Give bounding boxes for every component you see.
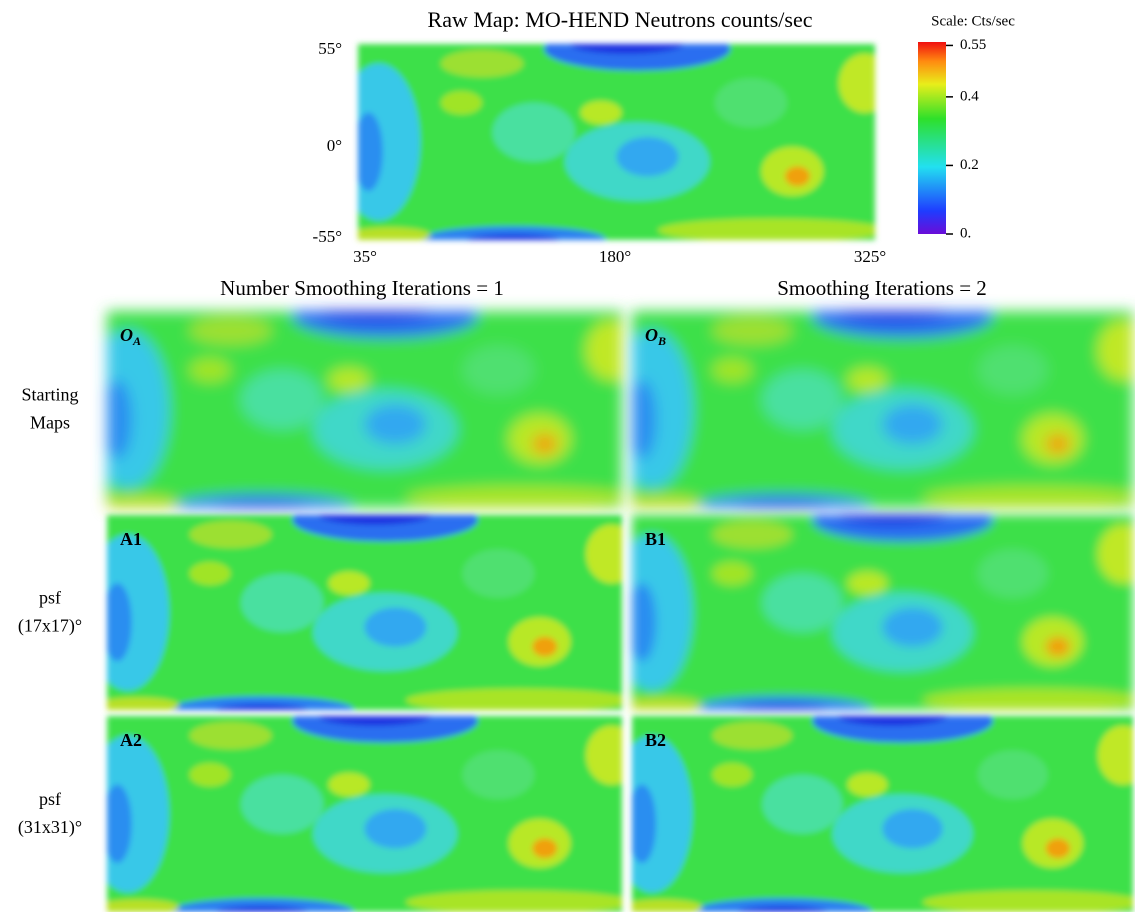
figure: Raw Map: MO-HEND Neutrons counts/sec 55°…	[0, 0, 1135, 912]
colorbar-tick-label: 0.4	[960, 88, 979, 104]
lon-label: 325°	[854, 247, 886, 266]
panel-label-main: A2	[120, 730, 142, 750]
panel-label: A1	[120, 529, 142, 549]
column-header: Number Smoothing Iterations = 1	[220, 276, 504, 300]
row-label: Maps	[30, 413, 70, 433]
row-label: (17x17)°	[18, 616, 82, 637]
lat-label: 0°	[327, 136, 342, 155]
panel-label-main: B2	[645, 730, 666, 750]
lon-label: 180°	[599, 247, 631, 266]
row-label: psf	[39, 789, 61, 809]
lat-label: -55°	[313, 227, 342, 246]
raw-map-title: Raw Map: MO-HEND Neutrons counts/sec	[428, 7, 813, 32]
colorbar	[918, 42, 946, 234]
panel-label-sub: A	[132, 334, 141, 348]
colorbar-tick-label: 0.2	[960, 157, 979, 173]
panel-label: A2	[120, 730, 142, 750]
lat-label: 55°	[318, 39, 342, 58]
panel-label-sub: B	[657, 334, 666, 348]
panel-label: B1	[645, 529, 666, 549]
map-panel	[86, 699, 637, 912]
raw-map	[337, 27, 890, 253]
panel-label-main: A1	[120, 529, 142, 549]
panel-label: B2	[645, 730, 666, 750]
lon-label: 35°	[353, 247, 377, 266]
panel-label-main: O	[645, 325, 658, 345]
panel-label-main: B1	[645, 529, 666, 549]
colorbar-tick-label: 0.	[960, 225, 971, 241]
map-panel	[612, 498, 1135, 723]
colorbar-title: Scale: Cts/sec	[931, 13, 1015, 29]
panel-label-main: O	[120, 325, 133, 345]
row-label: Starting	[22, 385, 79, 405]
row-label: (31x31)°	[18, 817, 82, 838]
map-panel	[612, 699, 1135, 912]
row-label: psf	[39, 588, 61, 608]
map-panel	[86, 294, 637, 522]
map-panel	[612, 294, 1135, 522]
column-header: Smoothing Iterations = 2	[777, 276, 987, 300]
colorbar-tick-label: 0.55	[960, 37, 986, 53]
map-panel	[86, 498, 637, 723]
